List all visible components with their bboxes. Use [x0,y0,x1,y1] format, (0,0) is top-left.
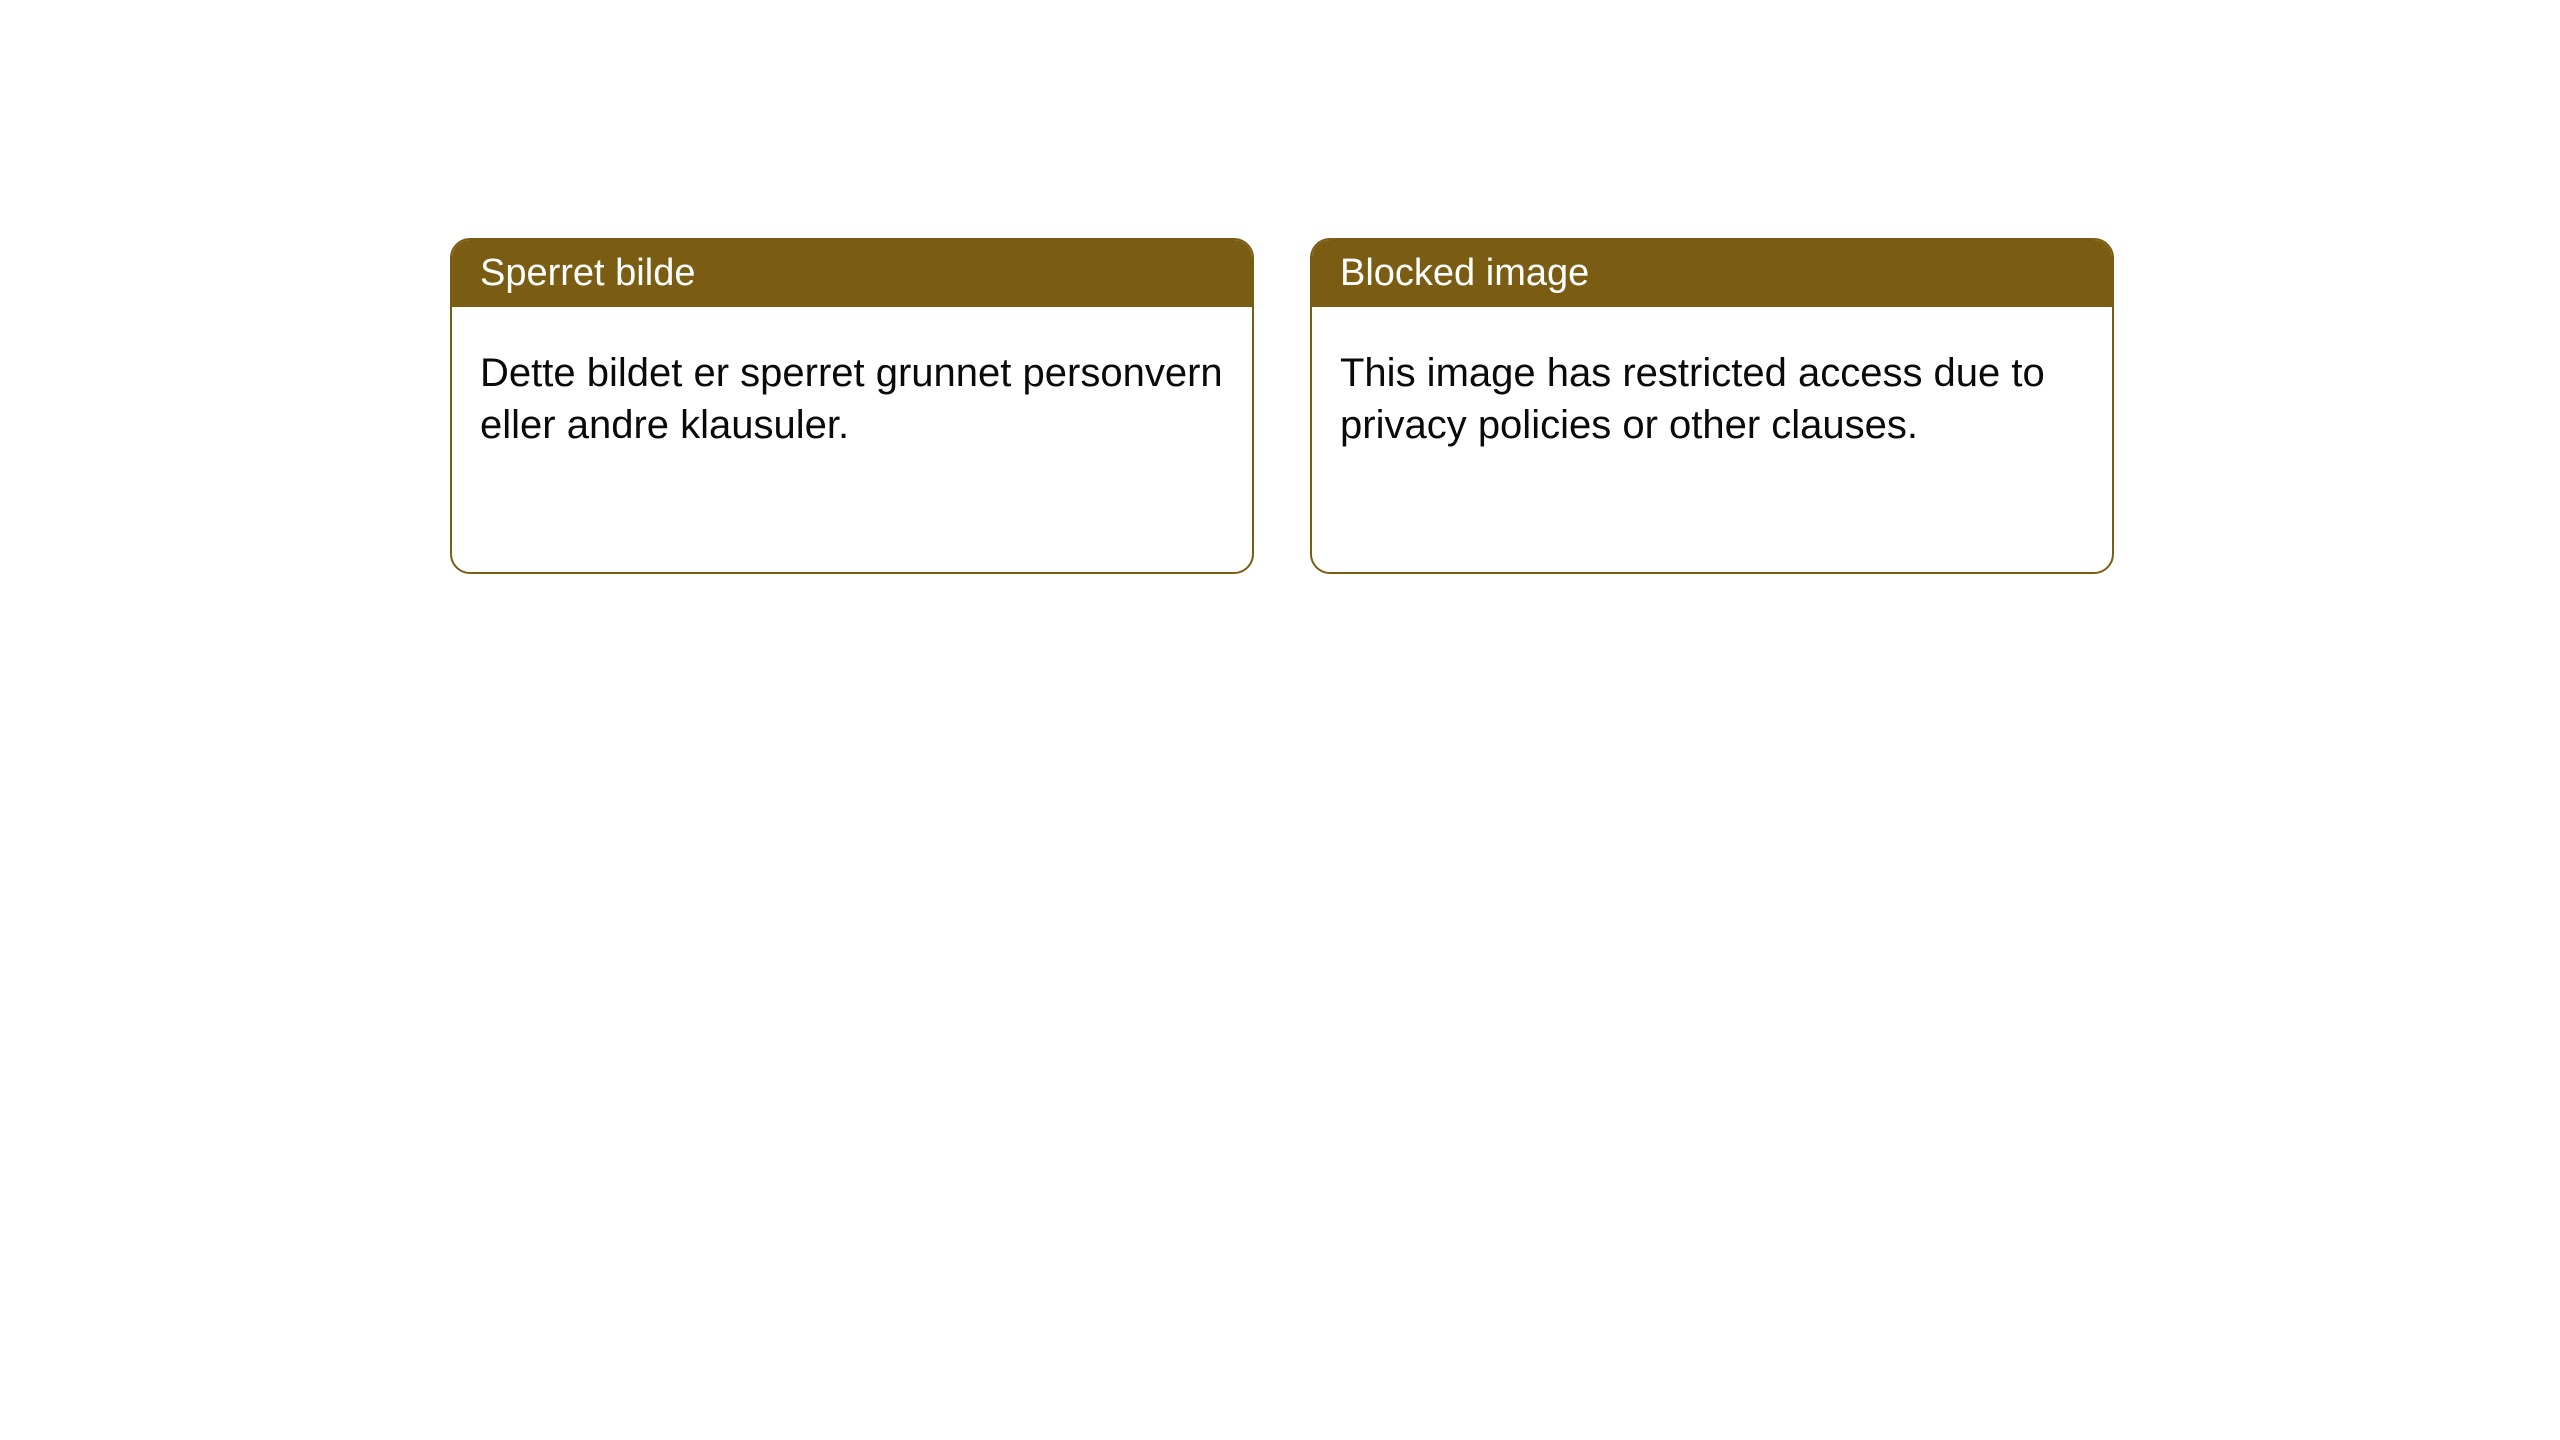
notice-container: Sperret bilde Dette bildet er sperret gr… [450,238,2114,574]
notice-header: Sperret bilde [452,240,1252,307]
notice-title: Sperret bilde [480,252,695,294]
notice-card-norwegian: Sperret bilde Dette bildet er sperret gr… [450,238,1254,574]
notice-body-text: This image has restricted access due to … [1340,351,2045,447]
notice-body: This image has restricted access due to … [1312,307,2112,491]
notice-body-text: Dette bildet er sperret grunnet personve… [480,351,1223,447]
notice-header: Blocked image [1312,240,2112,307]
notice-card-english: Blocked image This image has restricted … [1310,238,2114,574]
notice-body: Dette bildet er sperret grunnet personve… [452,307,1252,491]
notice-title: Blocked image [1340,252,1589,294]
